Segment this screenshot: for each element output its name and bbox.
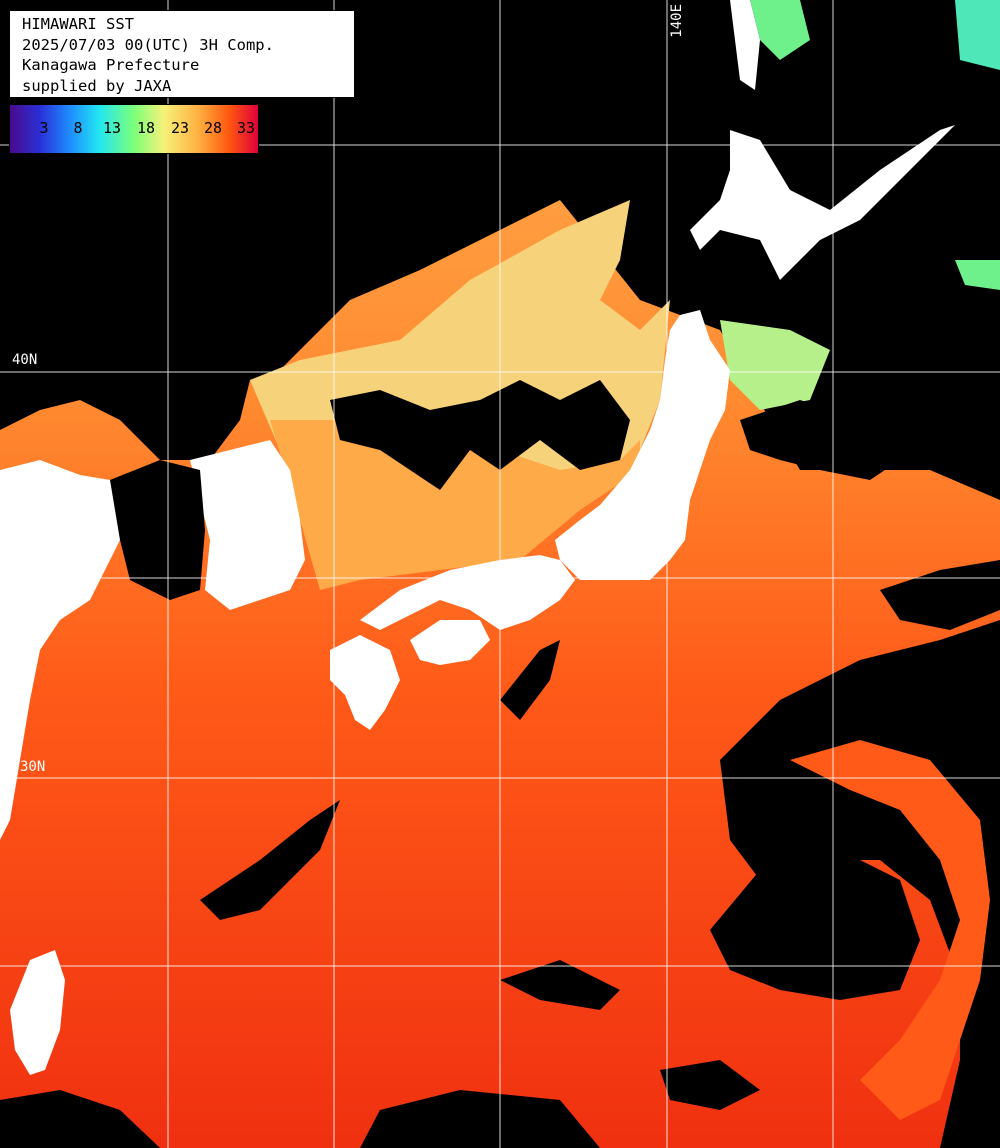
cloud-izu-band bbox=[500, 640, 560, 720]
cool-patch-east bbox=[720, 320, 830, 410]
colorbar-tick-labels: 3 8 13 18 23 28 33 bbox=[10, 119, 258, 139]
title-line-4: supplied by JAXA bbox=[22, 76, 172, 95]
land-taiwan bbox=[10, 950, 65, 1075]
land-shikoku bbox=[410, 620, 490, 665]
land-honshu-west bbox=[360, 555, 575, 630]
title-line-2: 2025/07/03 00(UTC) 3H Comp. bbox=[22, 35, 274, 54]
land-china bbox=[0, 460, 130, 840]
cloud-sea-of-japan bbox=[330, 380, 630, 490]
land-korea bbox=[190, 440, 305, 610]
cloud-east-china-sea bbox=[200, 800, 340, 920]
colorbar-tick: 8 bbox=[73, 119, 83, 137]
cloud-typhoon-eye bbox=[710, 850, 920, 1000]
land-tohoku bbox=[555, 310, 730, 580]
title-box: HIMAWARI SST 2025/07/03 00(UTC) 3H Comp. K… bbox=[9, 10, 355, 98]
colorbar-tick: 33 bbox=[236, 119, 256, 137]
longitude-label-140e: 140E bbox=[669, 4, 685, 38]
cool-patch-ne bbox=[955, 0, 1000, 70]
cloud-south-2 bbox=[360, 1090, 600, 1148]
latitude-label-40n: 40N bbox=[12, 352, 38, 368]
cloud-south-3 bbox=[660, 1060, 760, 1110]
cool-patch-nw bbox=[750, 0, 810, 60]
cloud-yellow-sea bbox=[110, 460, 205, 600]
sea-typhoon-band bbox=[790, 740, 990, 1120]
land-kyushu bbox=[330, 635, 400, 730]
colorbar-tick: 23 bbox=[170, 119, 190, 137]
cloud-typhoon-outer bbox=[720, 620, 1000, 1148]
colorbar-tick: 18 bbox=[136, 119, 156, 137]
title-line-3: Kanagawa Prefecture bbox=[22, 56, 200, 74]
land-sakhalin-coast bbox=[730, 0, 760, 90]
colorbar-tick: 3 bbox=[39, 119, 49, 137]
cloud-sw-taiwan bbox=[0, 1090, 160, 1148]
cloud-east-tohoku bbox=[740, 400, 900, 480]
latitude-label-30n: 30N bbox=[20, 759, 46, 775]
temperature-colorbar: 3 8 13 18 23 28 33 bbox=[9, 104, 259, 154]
colorbar-tick: 28 bbox=[203, 119, 223, 137]
colorbar-tick: 13 bbox=[102, 119, 122, 137]
sea-of-japan-orange bbox=[270, 420, 640, 590]
land-hokkaido bbox=[690, 125, 955, 280]
title-line-1: HIMAWARI SST bbox=[22, 15, 134, 33]
cool-patch-e2 bbox=[955, 260, 1000, 290]
cloud-south-1 bbox=[500, 960, 620, 1010]
